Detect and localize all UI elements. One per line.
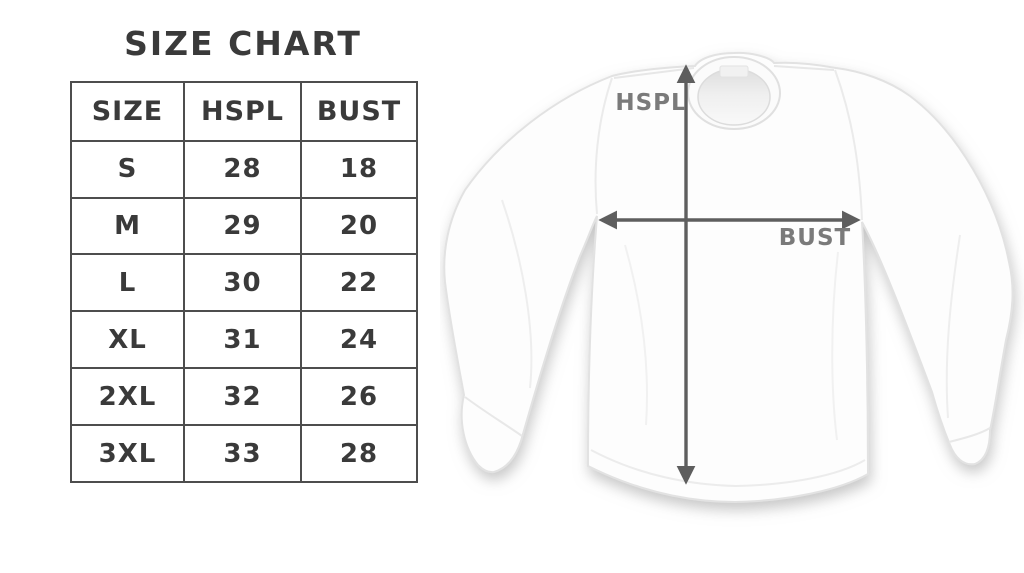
table-row: 2XL 32 26 — [70, 367, 418, 427]
right-cuff-seam — [948, 427, 991, 443]
cell-bust: 20 — [300, 196, 418, 256]
cell-bust: 24 — [300, 310, 418, 370]
wrinkle — [945, 234, 961, 419]
cell-hspl: 33 — [183, 424, 302, 483]
table-row: M 29 20 — [70, 196, 418, 256]
hspl-label: HSPL — [615, 90, 686, 116]
wrinkle — [624, 244, 648, 426]
cell-size: M — [70, 196, 185, 256]
header-bust: BUST — [300, 81, 418, 142]
table-row: S 28 18 — [70, 139, 418, 199]
cell-hspl: 32 — [183, 367, 302, 427]
right-shoulder-seam — [773, 65, 835, 71]
collar-tag — [719, 65, 749, 78]
cell-bust: 18 — [300, 139, 418, 199]
cell-bust: 28 — [300, 424, 418, 483]
cell-size: S — [70, 139, 185, 199]
table-row: 3XL 33 28 — [70, 424, 418, 483]
wrinkle — [501, 199, 533, 389]
cell-size: 3XL — [70, 424, 185, 483]
cell-size: XL — [70, 310, 185, 370]
cell-bust: 26 — [300, 367, 418, 427]
cell-hspl: 28 — [183, 139, 302, 199]
cell-hspl: 30 — [183, 253, 302, 313]
table-header-row: SIZE HSPL BUST — [70, 81, 418, 142]
cell-hspl: 31 — [183, 310, 302, 370]
cell-bust: 22 — [300, 253, 418, 313]
header-hspl: HSPL — [183, 81, 302, 142]
shirt-silhouette — [443, 51, 1014, 504]
left-armhole-seam — [594, 77, 613, 215]
table-row: XL 31 24 — [70, 310, 418, 370]
bust-label: BUST — [779, 225, 851, 251]
header-size: SIZE — [70, 81, 185, 142]
left-cuff-seam — [464, 396, 523, 437]
wrinkle — [831, 251, 839, 441]
right-armhole-seam — [834, 69, 863, 221]
hem-stitch — [590, 449, 866, 488]
size-table: SIZE HSPL BUST S 28 18 M 29 20 L 30 22 X… — [70, 81, 418, 483]
cell-hspl: 29 — [183, 196, 302, 256]
cell-size: 2XL — [70, 367, 185, 427]
shirt-body — [443, 51, 1014, 504]
shirt-measurement-diagram: HSPL BUST — [440, 0, 1024, 573]
table-row: L 30 22 — [70, 253, 418, 313]
shirt-illustration: HSPL BUST — [443, 51, 1014, 504]
cell-size: L — [70, 253, 185, 313]
page-title: SIZE CHART — [124, 24, 362, 63]
